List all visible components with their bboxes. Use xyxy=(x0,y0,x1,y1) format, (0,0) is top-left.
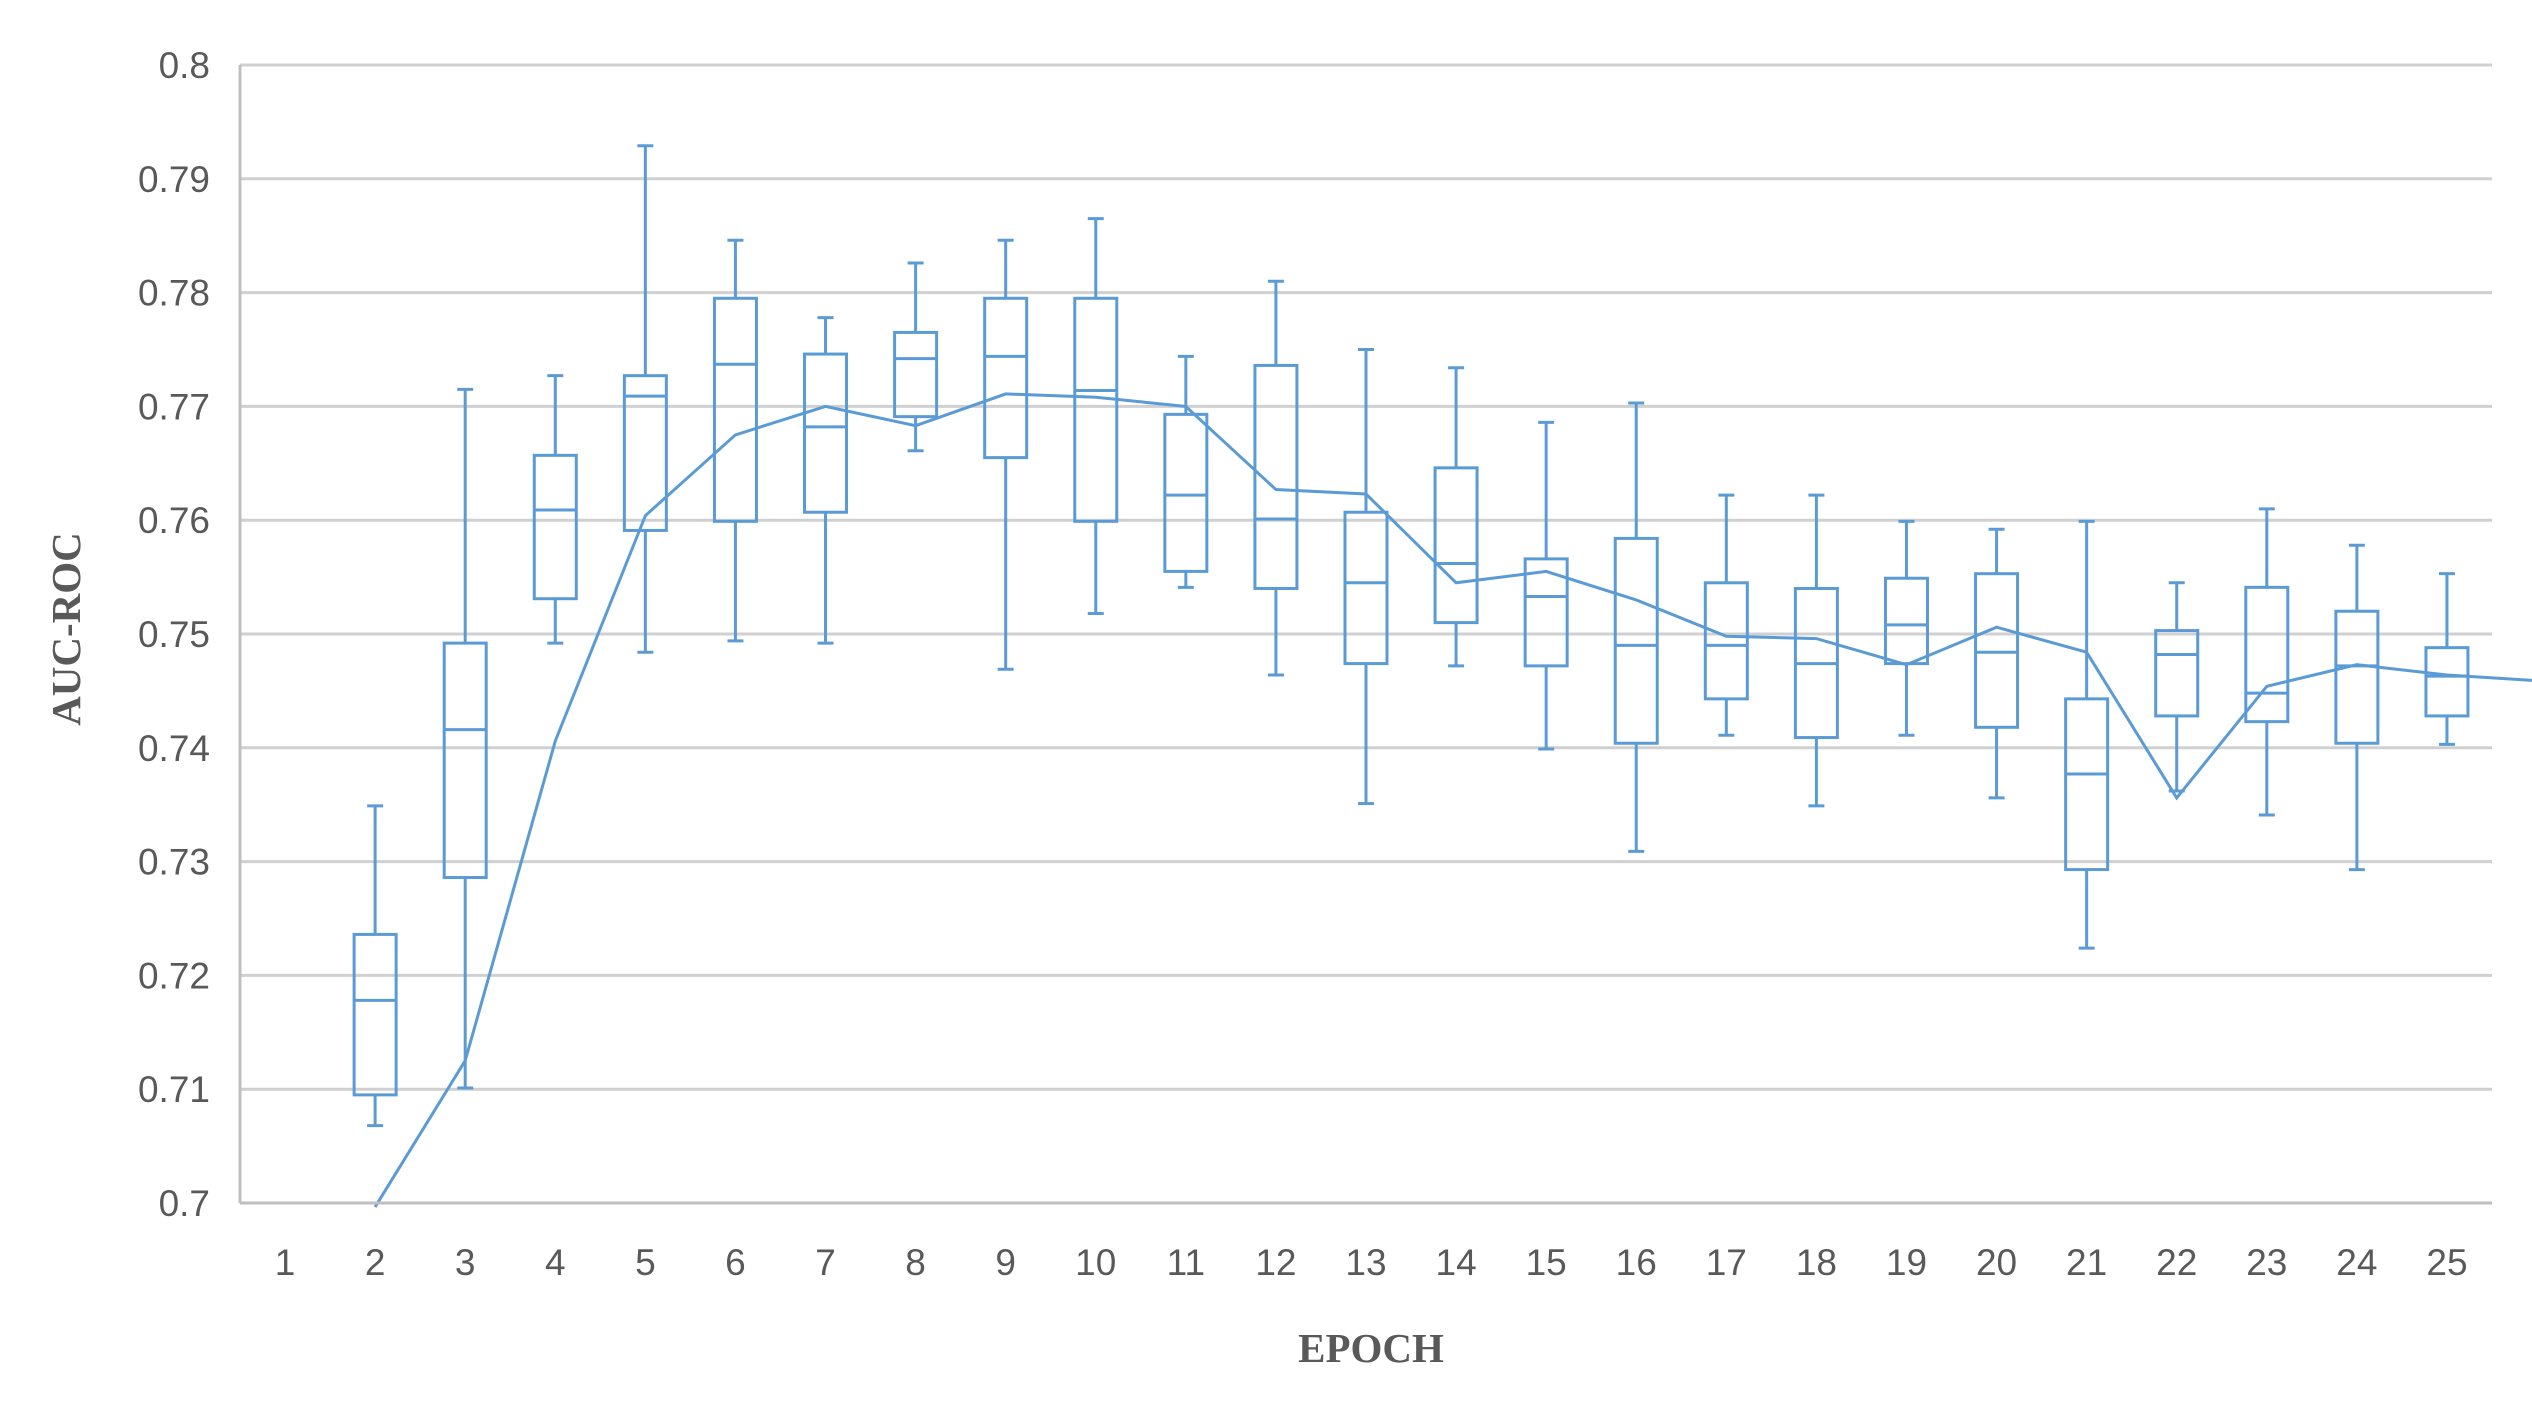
iqr-box xyxy=(1073,296,1119,523)
x-tick-label: 4 xyxy=(545,1242,566,1283)
iqr-box xyxy=(2334,609,2380,745)
x-tick-label: 15 xyxy=(1526,1242,1567,1283)
iqr-box xyxy=(2424,646,2470,718)
box-epoch-13 xyxy=(1343,348,1389,806)
box-series xyxy=(352,144,2470,1128)
x-tick-label: 21 xyxy=(2066,1242,2107,1283)
iqr-box xyxy=(1253,363,1299,590)
box-epoch-22 xyxy=(2154,581,2200,793)
x-tick-label: 20 xyxy=(1976,1242,2017,1283)
y-axis-title: AUC-ROC xyxy=(43,532,89,726)
x-tick-label: 24 xyxy=(2336,1242,2377,1283)
iqr-box xyxy=(1343,510,1389,666)
box-epoch-4 xyxy=(532,374,578,645)
iqr-box xyxy=(1883,576,1929,666)
gridlines xyxy=(240,63,2492,1091)
x-tick-label: 16 xyxy=(1616,1242,1657,1283)
box-epoch-8 xyxy=(893,261,939,453)
y-tick-label: 0.72 xyxy=(138,955,210,996)
mean-line-series xyxy=(373,392,2532,1208)
y-tick-label: 0.75 xyxy=(138,614,210,655)
iqr-box xyxy=(532,453,578,601)
box-epoch-16 xyxy=(1613,401,1659,853)
iqr-box xyxy=(893,330,939,419)
x-tick-label: 22 xyxy=(2156,1242,2197,1283)
x-axis-title: EPOCH xyxy=(1298,1325,1444,1371)
y-tick-label: 0.76 xyxy=(138,500,210,541)
y-tick-label: 0.73 xyxy=(138,842,210,883)
box-epoch-15 xyxy=(1523,420,1569,751)
x-tick-label: 17 xyxy=(1706,1242,1747,1283)
x-tick-label: 11 xyxy=(1167,1242,1205,1283)
box-epoch-20 xyxy=(1974,527,2020,800)
x-tick-label: 13 xyxy=(1345,1242,1386,1283)
x-tick-label: 8 xyxy=(905,1242,926,1283)
box-epoch-5 xyxy=(622,144,668,654)
iqr-box xyxy=(2244,585,2290,724)
iqr-box xyxy=(1523,557,1569,668)
x-tick-label: 10 xyxy=(1075,1242,1116,1283)
x-tick-label: 12 xyxy=(1255,1242,1296,1283)
x-tick-label: 5 xyxy=(635,1242,656,1283)
y-tick-label: 0.74 xyxy=(138,728,210,769)
box-epoch-23 xyxy=(2244,507,2290,817)
y-tick-label: 0.71 xyxy=(138,1069,210,1110)
iqr-box xyxy=(712,296,758,523)
y-tick-label: 0.78 xyxy=(138,273,210,314)
iqr-box xyxy=(622,374,668,532)
box-epoch-17 xyxy=(1703,493,1749,737)
x-tick-label: 19 xyxy=(1886,1242,1927,1283)
box-epoch-6 xyxy=(712,238,758,643)
x-tick-label: 7 xyxy=(815,1242,836,1283)
box-epoch-24 xyxy=(2334,543,2380,872)
y-tick-label: 0.77 xyxy=(138,386,210,427)
iqr-box xyxy=(1163,412,1209,573)
iqr-box xyxy=(2154,629,2200,718)
iqr-box xyxy=(1703,581,1749,701)
iqr-box xyxy=(352,932,398,1097)
box-epoch-18 xyxy=(1793,493,1839,808)
box-epoch-19 xyxy=(1883,519,1929,737)
box-epoch-7 xyxy=(803,316,849,645)
box-epoch-21 xyxy=(2064,519,2110,950)
mean-auc-line xyxy=(373,392,2532,1208)
box-epoch-25 xyxy=(2424,572,2470,746)
box-epoch-2 xyxy=(352,804,398,1128)
iqr-box xyxy=(803,352,849,514)
x-tick-label: 1 xyxy=(275,1242,296,1283)
iqr-box xyxy=(1433,466,1479,625)
x-tick-label: 3 xyxy=(455,1242,476,1283)
box-epoch-11 xyxy=(1163,354,1209,589)
x-tick-label: 2 xyxy=(365,1242,386,1283)
x-tick-label: 9 xyxy=(995,1242,1016,1283)
box-epoch-12 xyxy=(1253,279,1299,677)
iqr-box xyxy=(983,296,1029,460)
x-tick-label: 14 xyxy=(1436,1242,1477,1283)
iqr-box xyxy=(1613,536,1659,745)
box-epoch-10 xyxy=(1073,217,1119,616)
iqr-box xyxy=(2064,697,2110,872)
y-tick-label: 0.79 xyxy=(138,159,210,200)
x-tick-labels: 1 2 3 4 5 6 7 8 9 10 11 12 13 14 15 16 17 18 19 20 21 22 23 24 2… xyxy=(275,1242,2468,1283)
x-tick-label: 18 xyxy=(1796,1242,1837,1283)
y-tick-label: 0.8 xyxy=(159,45,210,86)
box-epoch-14 xyxy=(1433,366,1479,668)
x-tick-label: 25 xyxy=(2426,1242,2467,1283)
box-epoch-3 xyxy=(442,387,488,1090)
box-epoch-9 xyxy=(983,238,1029,671)
y-tick-labels: 0.7 0.71 0.72 0.73 0.74 0.75 0.76 0.77 0.78 0.79 0… xyxy=(138,45,210,1224)
iqr-box xyxy=(442,641,488,880)
x-tick-label: 6 xyxy=(725,1242,746,1283)
y-tick-label: 0.7 xyxy=(159,1183,210,1224)
iqr-box xyxy=(1974,572,2020,729)
x-tick-label: 23 xyxy=(2246,1242,2287,1283)
